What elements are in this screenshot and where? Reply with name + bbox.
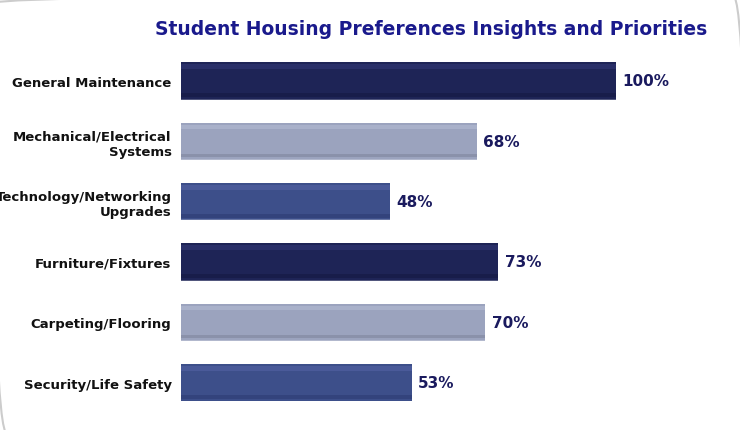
Text: 100%: 100%: [622, 74, 669, 89]
Bar: [181, 246, 498, 250]
Bar: [181, 395, 411, 399]
Text: 48%: 48%: [397, 195, 433, 209]
Text: 70%: 70%: [492, 315, 528, 330]
Bar: [181, 306, 485, 310]
Bar: [181, 63, 616, 100]
Text: 68%: 68%: [483, 135, 519, 149]
Bar: [181, 126, 477, 130]
Bar: [181, 366, 411, 371]
Bar: [181, 123, 477, 160]
Bar: [181, 335, 485, 338]
Text: 53%: 53%: [418, 375, 454, 390]
Bar: [181, 154, 477, 158]
Bar: [181, 304, 485, 341]
Bar: [181, 215, 390, 218]
Bar: [181, 244, 498, 281]
Bar: [181, 184, 390, 221]
Title: Student Housing Preferences Insights and Priorities: Student Housing Preferences Insights and…: [155, 20, 707, 39]
Bar: [181, 364, 411, 401]
Text: 73%: 73%: [505, 255, 542, 270]
Bar: [181, 94, 616, 98]
Bar: [181, 275, 498, 278]
Bar: [181, 65, 616, 70]
Bar: [181, 186, 390, 190]
